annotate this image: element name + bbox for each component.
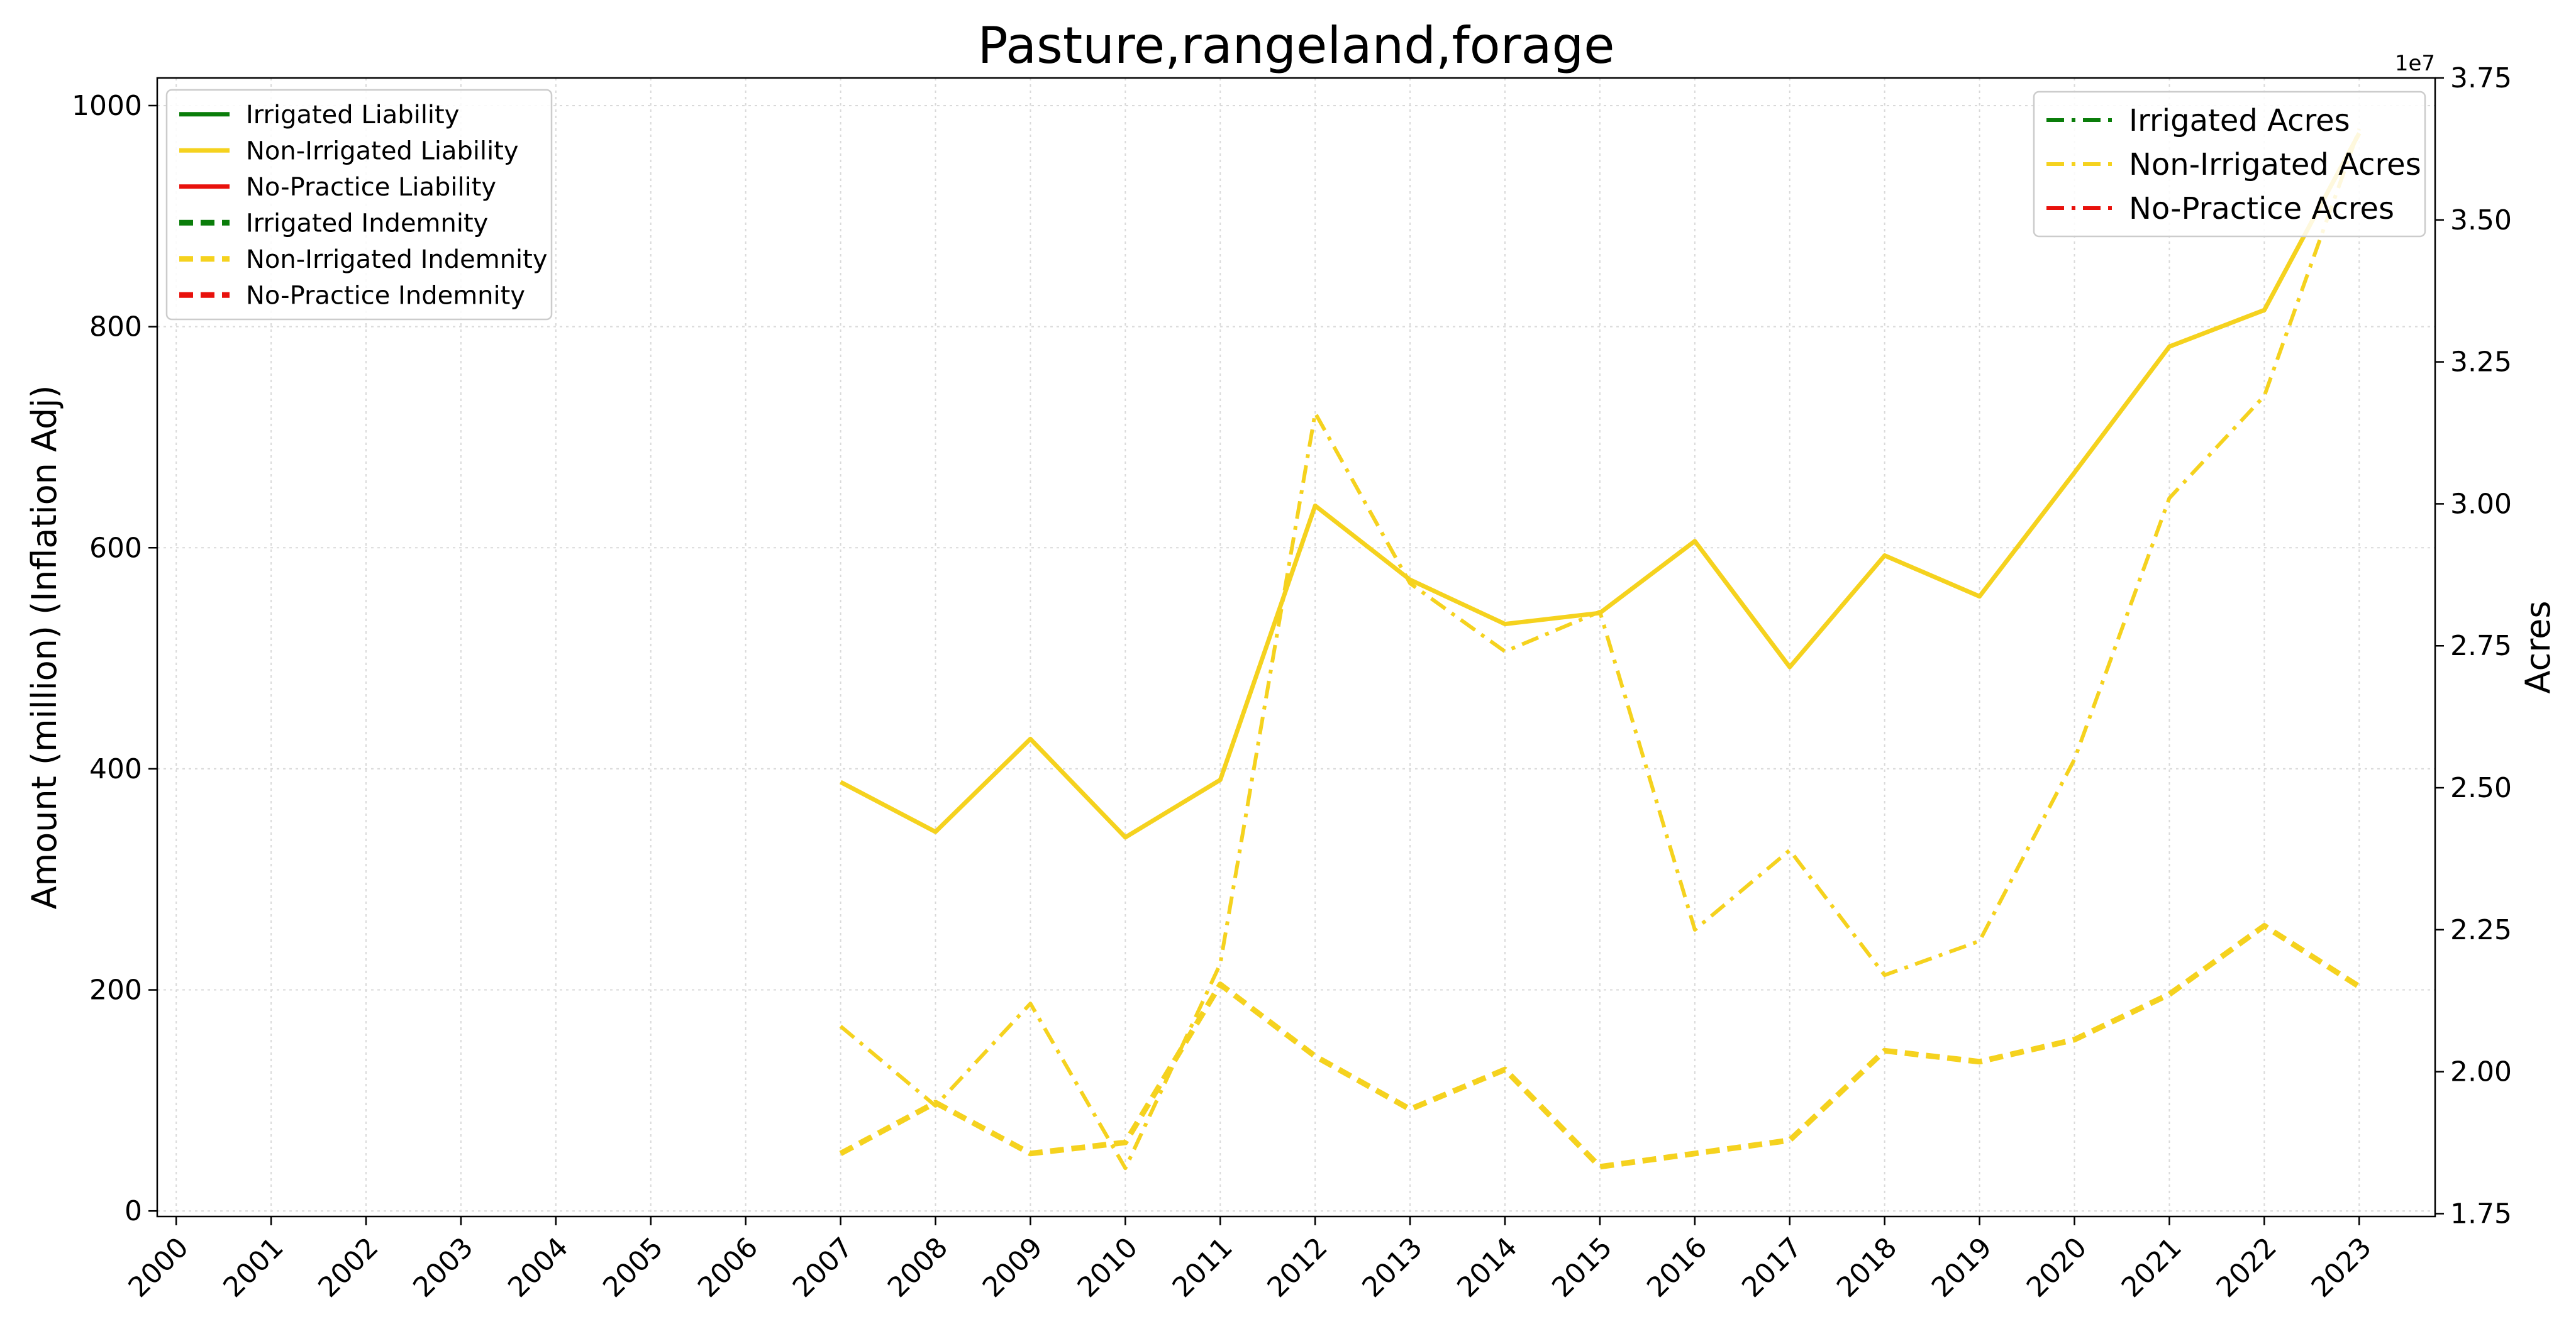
legend-label-no-practice-indemnity: No-Practice Indemnity — [246, 281, 525, 310]
chart-title: Pasture,rangeland,forage — [977, 16, 1614, 75]
y-right-tick-label: 3.50 — [2450, 204, 2512, 236]
x-tick-label: 2008 — [882, 1231, 954, 1303]
y-right-tick-label: 2.00 — [2450, 1056, 2512, 1088]
y-left-tick-label: 800 — [89, 311, 142, 343]
y-axis-label-left: Amount (million) (Inflation Adj) — [25, 385, 64, 910]
x-tick-label: 2015 — [1546, 1231, 1618, 1303]
y-left-tick-label: 0 — [125, 1195, 142, 1227]
legend-left: Irrigated Liability Non-Irrigated Liabili… — [165, 89, 553, 321]
x-tick-label: 2002 — [312, 1231, 384, 1303]
x-tick-label: 2000 — [122, 1231, 194, 1303]
x-tick-label: 2001 — [217, 1231, 289, 1303]
legend-frame — [2033, 91, 2426, 238]
series-line-non-irrigated-indemnity — [839, 923, 2361, 1170]
legend-label-irrigated-acres: Irrigated Acres — [2129, 103, 2350, 138]
x-tick-label: 2018 — [1831, 1231, 1903, 1303]
series-line-non-irrigated-liability — [839, 132, 2362, 840]
y-left-tick-label: 200 — [89, 974, 142, 1007]
x-tick-label: 2006 — [692, 1231, 764, 1303]
y-right-tick-label: 3.00 — [2450, 488, 2512, 520]
x-tick-label: 2009 — [977, 1231, 1049, 1303]
x-tick-label: 2014 — [1451, 1231, 1523, 1303]
legend-label-no-practice-liability: No-Practice Liability — [246, 173, 496, 202]
legend-right: Irrigated Acres Non-Irrigated Acres No-Pra… — [2033, 91, 2426, 238]
x-tick-label: 2023 — [2306, 1231, 2378, 1303]
y-axis-label-right: Acres — [2518, 600, 2558, 693]
y-right-tick-label: 2.50 — [2450, 772, 2512, 804]
legend-label-no-practice-acres: No-Practice Acres — [2129, 191, 2394, 226]
x-tick-label: 2013 — [1356, 1231, 1428, 1303]
x-tick-label: 2007 — [787, 1231, 859, 1303]
right-axis-offset-label: 1e7 — [2395, 51, 2435, 76]
legend-frame — [165, 89, 553, 321]
plot-frame — [156, 77, 2436, 1218]
y-right-tick-label: 2.25 — [2450, 914, 2512, 946]
x-tick-label: 2012 — [1261, 1231, 1333, 1303]
legend-label-irrigated-liability: Irrigated Liability — [246, 101, 459, 130]
series-line-non-irrigated-acres — [839, 128, 2362, 1171]
legend-label-irrigated-indemnity: Irrigated Indemnity — [246, 209, 488, 238]
x-tick-label: 2021 — [2116, 1231, 2188, 1303]
x-tick-label: 2022 — [2211, 1231, 2283, 1303]
series-layer — [839, 128, 2362, 1171]
x-tick-label: 2019 — [1926, 1231, 1998, 1303]
x-tick-label: 2004 — [502, 1231, 574, 1303]
y-right-tick-label: 3.25 — [2450, 346, 2512, 378]
x-tick-label: 2005 — [597, 1231, 669, 1303]
legend-label-non-irrigated-liability: Non-Irrigated Liability — [246, 136, 519, 165]
y-left-tick-label: 600 — [89, 532, 142, 564]
legend-label-non-irrigated-acres: Non-Irrigated Acres — [2129, 147, 2421, 182]
x-tick-label: 2010 — [1072, 1231, 1144, 1303]
y-right-tick-label: 2.75 — [2450, 630, 2512, 662]
x-tick-label: 2003 — [407, 1231, 479, 1303]
x-tick-label: 2020 — [2021, 1231, 2093, 1303]
y-right-tick-label: 3.75 — [2450, 62, 2512, 94]
y-left-tick-label: 1000 — [72, 90, 142, 122]
y-right-tick-label: 1.75 — [2450, 1198, 2512, 1230]
y-left-tick-label: 400 — [89, 753, 142, 785]
x-tick-label: 2017 — [1736, 1231, 1808, 1303]
x-tick-label: 2011 — [1167, 1231, 1239, 1303]
x-tick-label: 2016 — [1641, 1231, 1713, 1303]
legend-label-non-irrigated-indemnity: Non-Irrigated Indemnity — [246, 245, 548, 274]
